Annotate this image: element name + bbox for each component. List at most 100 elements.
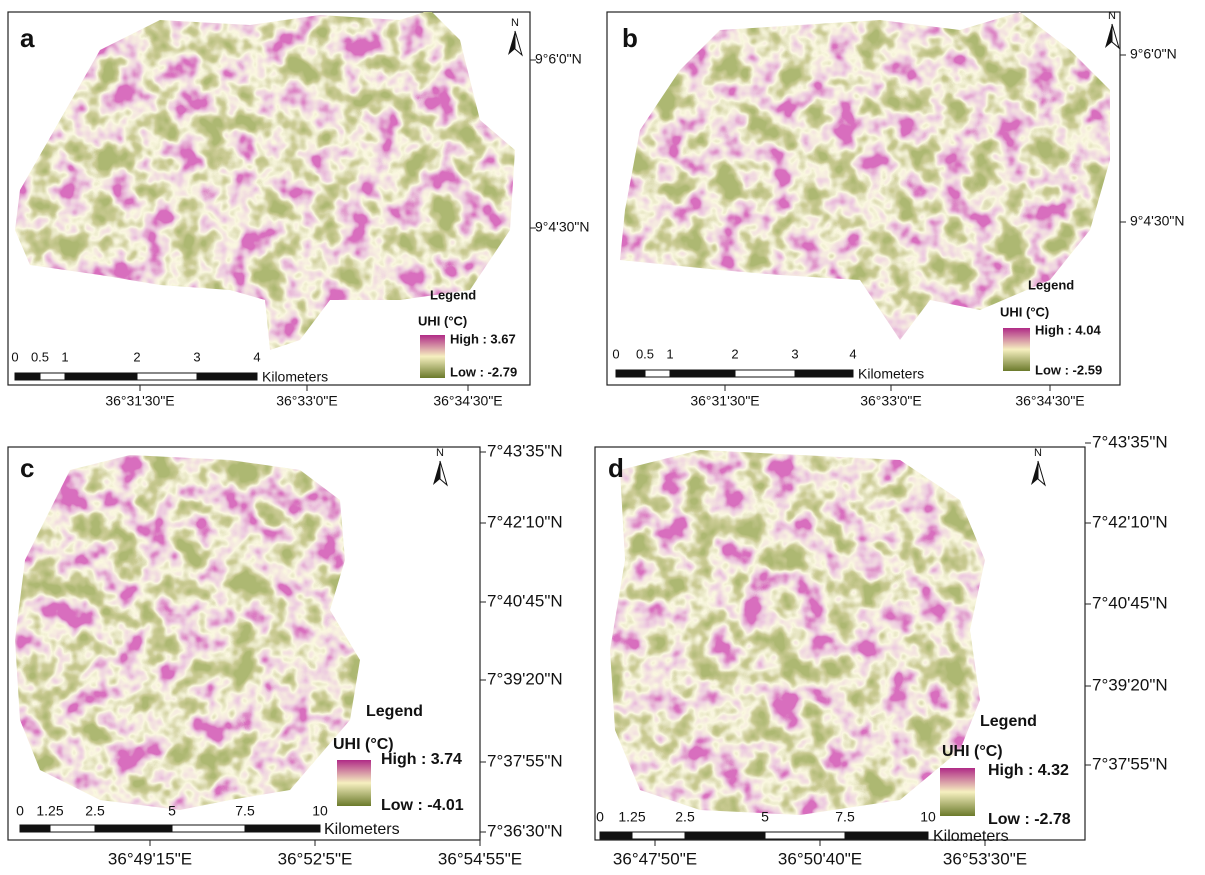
legend-title: Legend — [430, 287, 476, 302]
uhi-raster — [610, 450, 985, 815]
scale-label: 0.5 — [31, 349, 49, 364]
scale-label: 3 — [791, 346, 798, 361]
scale-segment — [244, 824, 321, 833]
legend-title: Legend — [980, 713, 1037, 730]
scale-label: 1.25 — [618, 809, 645, 825]
latitude-label: 7°39'20"N — [1092, 675, 1168, 694]
longitude-label: 36°53'30"E — [943, 849, 1027, 868]
scale-label: 2.5 — [675, 809, 695, 825]
legend-swatch — [420, 335, 445, 378]
legend-variable: UHI (°C) — [942, 743, 1003, 760]
legend-swatch — [1003, 328, 1030, 371]
scale-label: 5 — [168, 803, 176, 819]
scale-segment — [136, 372, 198, 381]
longitude-label: 36°31'30"E — [105, 393, 174, 409]
north-label: N — [1034, 447, 1042, 459]
longitude-label: 36°33'0"E — [860, 393, 922, 409]
legend-title: Legend — [366, 703, 423, 720]
north-arrow-half — [1111, 23, 1120, 50]
scale-label: 3 — [193, 349, 200, 364]
scale-label: 2.5 — [85, 803, 105, 819]
longitude-label: 36°49'15"E — [108, 849, 192, 868]
longitude-label: 36°52'5"E — [278, 849, 353, 868]
scale-segment — [669, 369, 736, 378]
latitude-label: 7°36'30"N — [487, 821, 563, 840]
latitude-label: 7°40'45"N — [1092, 593, 1168, 612]
north-arrow-half — [514, 30, 523, 57]
legend-swatch — [337, 760, 371, 806]
map-area — [610, 450, 985, 815]
latitude-label: 7°37'55"N — [1092, 754, 1168, 773]
legend-high: High : 4.32 — [988, 762, 1069, 779]
scale-segment — [196, 372, 258, 381]
scale-segment — [684, 831, 766, 840]
scale-segment — [64, 372, 138, 381]
scale-label: 7.5 — [235, 803, 255, 819]
latitude-label: 7°43'35"N — [487, 441, 563, 460]
scale-segment — [19, 824, 51, 833]
north-arrow-half — [1037, 460, 1046, 487]
legend-variable: UHI (°C) — [333, 736, 394, 753]
scale-segment — [844, 831, 929, 840]
scale-label: 1.25 — [36, 803, 63, 819]
legend-low: Low : -2.59 — [1035, 362, 1102, 377]
latitude-label: 9°4'30"N — [535, 219, 590, 235]
legend-high: High : 3.74 — [381, 751, 462, 768]
scale-label: 10 — [312, 803, 328, 819]
scale-segment — [734, 369, 796, 378]
north-label: N — [436, 447, 444, 459]
latitude-label: 7°39'20"N — [487, 669, 563, 688]
scale-label: 10 — [920, 809, 936, 825]
longitude-label: 36°34'30"E — [1015, 393, 1084, 409]
longitude-label: 36°50'40"E — [778, 849, 862, 868]
longitude-label: 36°33'0"E — [276, 393, 338, 409]
scale-label: 0 — [596, 809, 604, 825]
north-arrow-half — [439, 460, 448, 487]
latitude-label: 7°37'55"N — [487, 751, 563, 770]
scale-label: 2 — [731, 346, 738, 361]
legend-title: Legend — [1028, 277, 1074, 292]
scale-label: 1 — [61, 349, 68, 364]
latitude-label: 9°4'30"N — [1130, 213, 1185, 229]
scale-label: 0 — [612, 346, 619, 361]
scale-segment — [644, 369, 671, 378]
north-arrow — [433, 461, 440, 485]
longitude-label: 36°31'30"E — [690, 393, 759, 409]
legend-high: High : 4.04 — [1035, 322, 1102, 337]
scale-label: 5 — [761, 809, 769, 825]
scale-unit: Kilometers — [324, 821, 400, 838]
scale-label: 0 — [11, 349, 18, 364]
longitude-label: 36°34'30"E — [433, 393, 502, 409]
panel-label: c — [20, 453, 34, 483]
legend-variable: UHI (°C) — [1000, 304, 1049, 319]
panel-label: d — [608, 453, 624, 483]
longitude-label: 36°54'55"E — [438, 849, 522, 868]
scale-segment — [631, 831, 686, 840]
legend-high: High : 3.67 — [450, 331, 516, 346]
north-arrow — [1105, 24, 1112, 48]
uhi-raster — [15, 455, 360, 810]
legend-swatch — [940, 768, 975, 816]
longitude-label: 36°47'50"E — [613, 849, 697, 868]
scale-segment — [39, 372, 66, 381]
scale-label: 4 — [849, 346, 856, 361]
panel-label: b — [622, 23, 638, 53]
scale-segment — [599, 831, 633, 840]
north-label: N — [511, 17, 519, 29]
latitude-label: 9°6'0"N — [535, 51, 582, 67]
map-area — [15, 455, 360, 810]
scale-unit: Kilometers — [858, 366, 924, 382]
scale-segment — [764, 831, 846, 840]
latitude-label: 7°40'45"N — [487, 591, 563, 610]
scale-segment — [49, 824, 96, 833]
legend-low: Low : -2.78 — [988, 811, 1071, 828]
scale-label: 0.5 — [636, 346, 654, 361]
panel-label: a — [20, 23, 35, 53]
latitude-label: 7°43'35"N — [1092, 432, 1168, 451]
scale-segment — [94, 824, 173, 833]
scale-label: 1 — [666, 346, 673, 361]
scale-label: 2 — [133, 349, 140, 364]
scale-label: 4 — [253, 349, 260, 364]
latitude-label: 7°42'10"N — [1092, 512, 1168, 531]
